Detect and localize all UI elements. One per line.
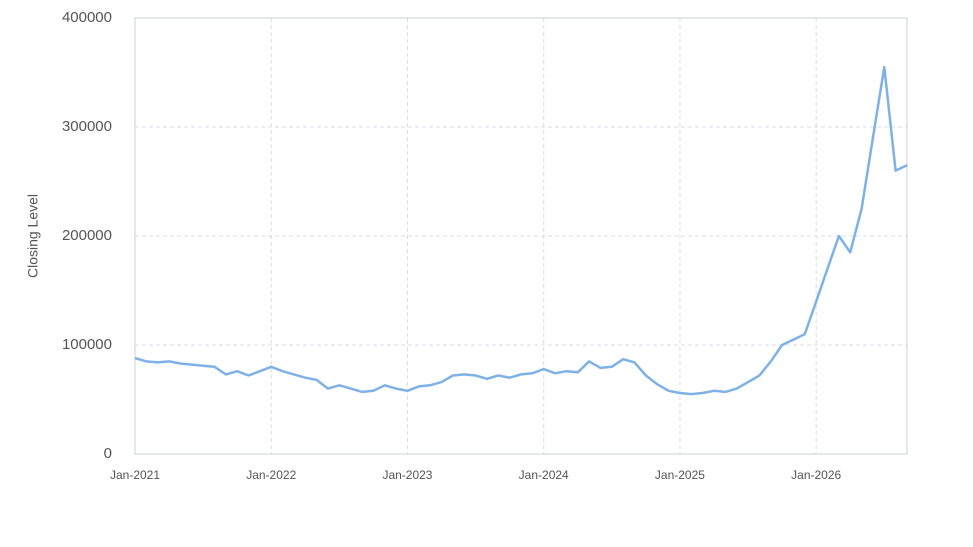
x-tick-label: Jan-2024: [519, 468, 569, 482]
x-tick-label: Jan-2021: [110, 468, 160, 482]
y-tick-label: 100000: [62, 336, 112, 353]
x-tick-label: Jan-2023: [382, 468, 432, 482]
data-line: [134, 65, 908, 396]
y-tick-label: 400000: [62, 9, 112, 26]
y-tick-label: 0: [104, 445, 112, 462]
y-tick-label: 200000: [62, 227, 112, 244]
x-tick-label: Jan-2022: [246, 468, 296, 482]
x-tick-label: Jan-2025: [655, 468, 705, 482]
x-tick-label: Jan-2026: [791, 468, 841, 482]
y-tick-label: 300000: [62, 118, 112, 135]
y-axis-label: Closing Level: [25, 194, 41, 278]
